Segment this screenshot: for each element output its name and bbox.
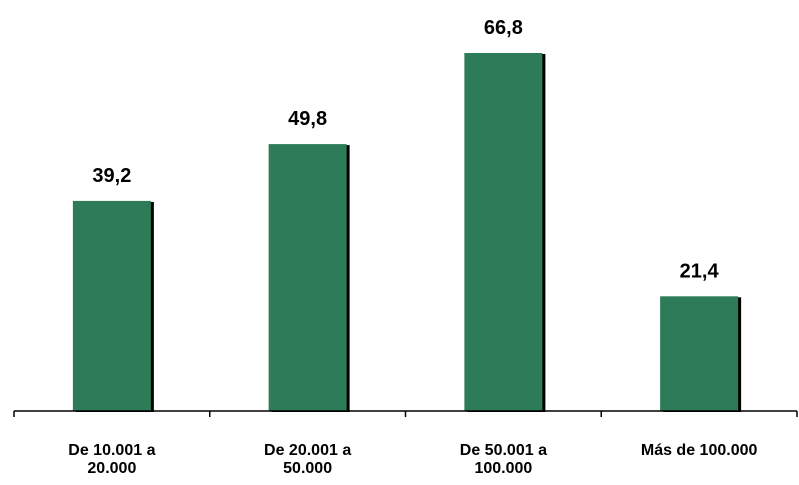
data-label: 21,4 <box>680 260 720 282</box>
bar <box>464 53 543 411</box>
category-label-line: De 20.001 a <box>264 442 351 459</box>
bar <box>660 296 739 411</box>
x-axis <box>13 410 798 417</box>
bars <box>72 53 739 411</box>
data-label: 39,2 <box>92 165 131 187</box>
value-labels: 39,2 49,8 66,8 21,4 <box>92 17 719 282</box>
bar-shadows <box>75 54 742 412</box>
bar <box>72 200 151 411</box>
category-label: De 10.001 a 20.000 <box>68 442 155 477</box>
bar <box>268 144 347 411</box>
category-label-line: 20.000 <box>87 460 136 477</box>
category-label-line: De 10.001 a <box>68 442 155 459</box>
category-label: De 50.001 a 100.000 <box>460 442 547 477</box>
category-label-line: 50.000 <box>283 460 332 477</box>
category-label-line: Más de 100.000 <box>641 442 758 459</box>
category-labels: De 10.001 a 20.000 De 20.001 a 50.000 De 50.… <box>68 442 757 477</box>
data-label: 66,8 <box>484 17 523 39</box>
category-label: De 20.001 a 50.000 <box>264 442 351 477</box>
category-label: Más de 100.000 <box>641 442 758 459</box>
category-label-line: 100.000 <box>474 460 532 477</box>
data-label: 49,8 <box>288 108 327 130</box>
category-label-line: De 50.001 a <box>460 442 547 459</box>
